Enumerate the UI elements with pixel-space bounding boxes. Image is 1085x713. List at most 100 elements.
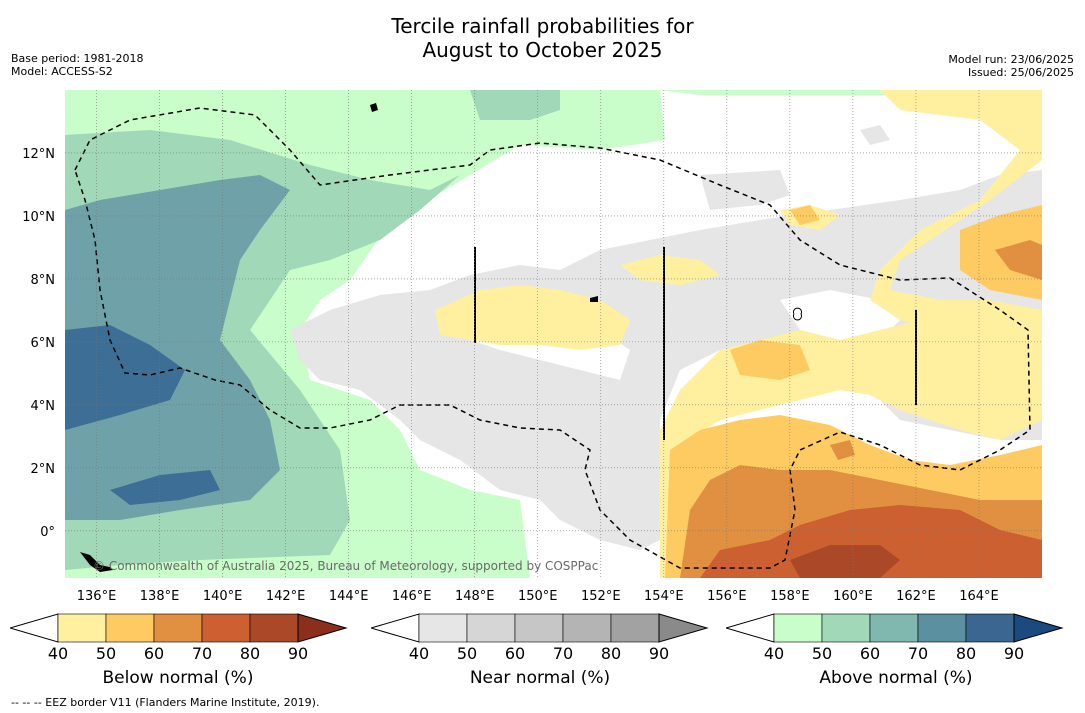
colorbar-label-near-normal: Near normal (%) [469,668,611,688]
colorbar-label-below-normal: Below normal (%) [102,668,254,688]
land-island-3 [590,296,598,302]
below-normal-50-mid [730,340,810,380]
near-normal-40-central [290,170,1042,550]
colorbar-tick-label: 50 [456,644,478,663]
colorbar-segment [773,613,823,643]
colorbar-extend-low [371,613,420,643]
colorbar-segment [57,613,107,643]
colorbar-tick-label: 60 [143,644,165,663]
below-normal-40-band [620,255,720,285]
above-normal-70-region [65,175,290,520]
colorbar-tick-label: 90 [648,644,670,663]
colorbar-tick-label: 60 [859,644,881,663]
lon-tick-label: 144°E [329,589,369,604]
colorbar-segment [869,613,919,643]
colorbar-extend-low [10,613,59,643]
land-island-1 [370,103,378,112]
colorbar-segment [514,613,564,643]
white-gap-east [780,290,900,340]
colorbar-below-normal-graphic [10,613,348,643]
below-normal-80-region [790,545,900,578]
near-normal-40-northeast [860,125,890,145]
lat-tick-label: 2°N [31,462,56,477]
lat-tick-label: 0° [40,525,55,540]
colorbar-near-normal-graphic [371,613,709,643]
below-normal-40-northeast [870,90,1042,340]
colorbar-tick-label: 40 [47,644,69,663]
colorbar-tick-label: 40 [763,644,785,663]
lon-tick-labels: 136°E 138°E 140°E 142°E 144°E 146°E 148°E 150°E… [77,589,999,604]
colorbar-segment [466,613,516,643]
colorbar-above-normal [726,612,1066,692]
colorbar-tick-label: 80 [955,644,977,663]
land-island-4 [793,307,802,321]
run-info: Model run: 23/06/2025 Issued: 25/06/2025 [948,53,1074,79]
colorbar-extend-high [658,613,709,643]
colorbar-label-above-normal: Above normal (%) [819,668,973,688]
lon-tick-label: 162°E [896,589,936,604]
colorbar-segment [418,613,468,643]
lon-tick-label: 158°E [770,589,810,604]
base-period: Base period: 1981-2018 [11,52,144,65]
lon-tick-label: 140°E [203,589,243,604]
lat-gridlines [65,152,1042,532]
colorbar-extend-high [297,613,348,643]
map-title: Tercile rainfall probabilities for Augus… [0,14,1085,62]
colorbar-above-normal-graphic [726,613,1064,643]
lon-tick-label: 152°E [581,589,621,604]
forecast-map: © Commonwealth of Australia 2025, Bureau… [22,90,1042,604]
colorbar-segment [610,613,660,643]
lon-tick-label: 138°E [140,589,180,604]
lat-tick-label: 10°N [22,210,55,225]
colorbar-tick-label: 90 [287,644,309,663]
colorbar-tick-label: 60 [504,644,526,663]
below-normal-60-spot [830,440,855,460]
lon-tick-label: 154°E [644,589,684,604]
colorbar-tick-label: 70 [907,644,929,663]
above-normal-60-north [470,90,560,120]
title-line-2: August to October 2025 [422,38,663,62]
lat-tick-label: 12°N [22,147,55,162]
lon-tick-label: 146°E [392,589,432,604]
below-normal-60-northeast [995,240,1042,280]
near-normal-40-north [700,170,790,210]
lon-tick-label: 156°E [707,589,747,604]
colorbar-segment [249,613,299,643]
lon-tick-label: 136°E [77,589,117,604]
colorbar-below-normal [10,612,350,692]
model-name: Model: ACCESS-S2 [11,65,113,78]
below-normal-50-north [790,205,820,225]
eez-legend-footer: -- -- -- EEZ border V11 (Flanders Marine… [11,696,320,709]
lon-tick-label: 150°E [518,589,558,604]
model-run-date: Model run: 23/06/2025 [948,53,1074,66]
above-normal-80-blob [110,470,220,505]
colorbar-tick-label: 40 [408,644,430,663]
lon-tick-label: 164°E [959,589,999,604]
lat-tick-labels: 12°N 10°N 8°N 6°N 4°N 2°N 0° [22,147,55,540]
colorbar-segment [562,613,612,643]
lat-tick-label: 6°N [31,336,56,351]
probability-fields [65,90,1042,578]
issued-date: Issued: 25/06/2025 [967,66,1074,79]
colorbar-segment [201,613,251,643]
colorbar-tick-label: 50 [811,644,833,663]
title-line-1: Tercile rainfall probabilities for [391,14,694,38]
lon-tick-label: 142°E [266,589,306,604]
colorbar-segment [153,613,203,643]
lon-tick-label: 160°E [833,589,873,604]
colorbar-tick-label: 80 [239,644,261,663]
below-normal-40-central [435,285,630,350]
colorbar-tick-label: 70 [191,644,213,663]
colorbar-segment [917,613,967,643]
lat-tick-label: 8°N [31,273,56,288]
lat-tick-label: 4°N [31,399,56,414]
colorbar-extend-high [1013,613,1064,643]
above-normal-80-region [65,325,185,430]
lon-gridlines [96,90,980,578]
below-normal-40-east [660,320,1042,578]
base-period-info: Base period: 1981-2018 Model: ACCESS-S2 [11,52,143,78]
colorbar-segment [105,613,155,643]
colorbar-segment [965,613,1015,643]
colorbar-tick-label: 70 [552,644,574,663]
lon-tick-label: 148°E [455,589,495,604]
